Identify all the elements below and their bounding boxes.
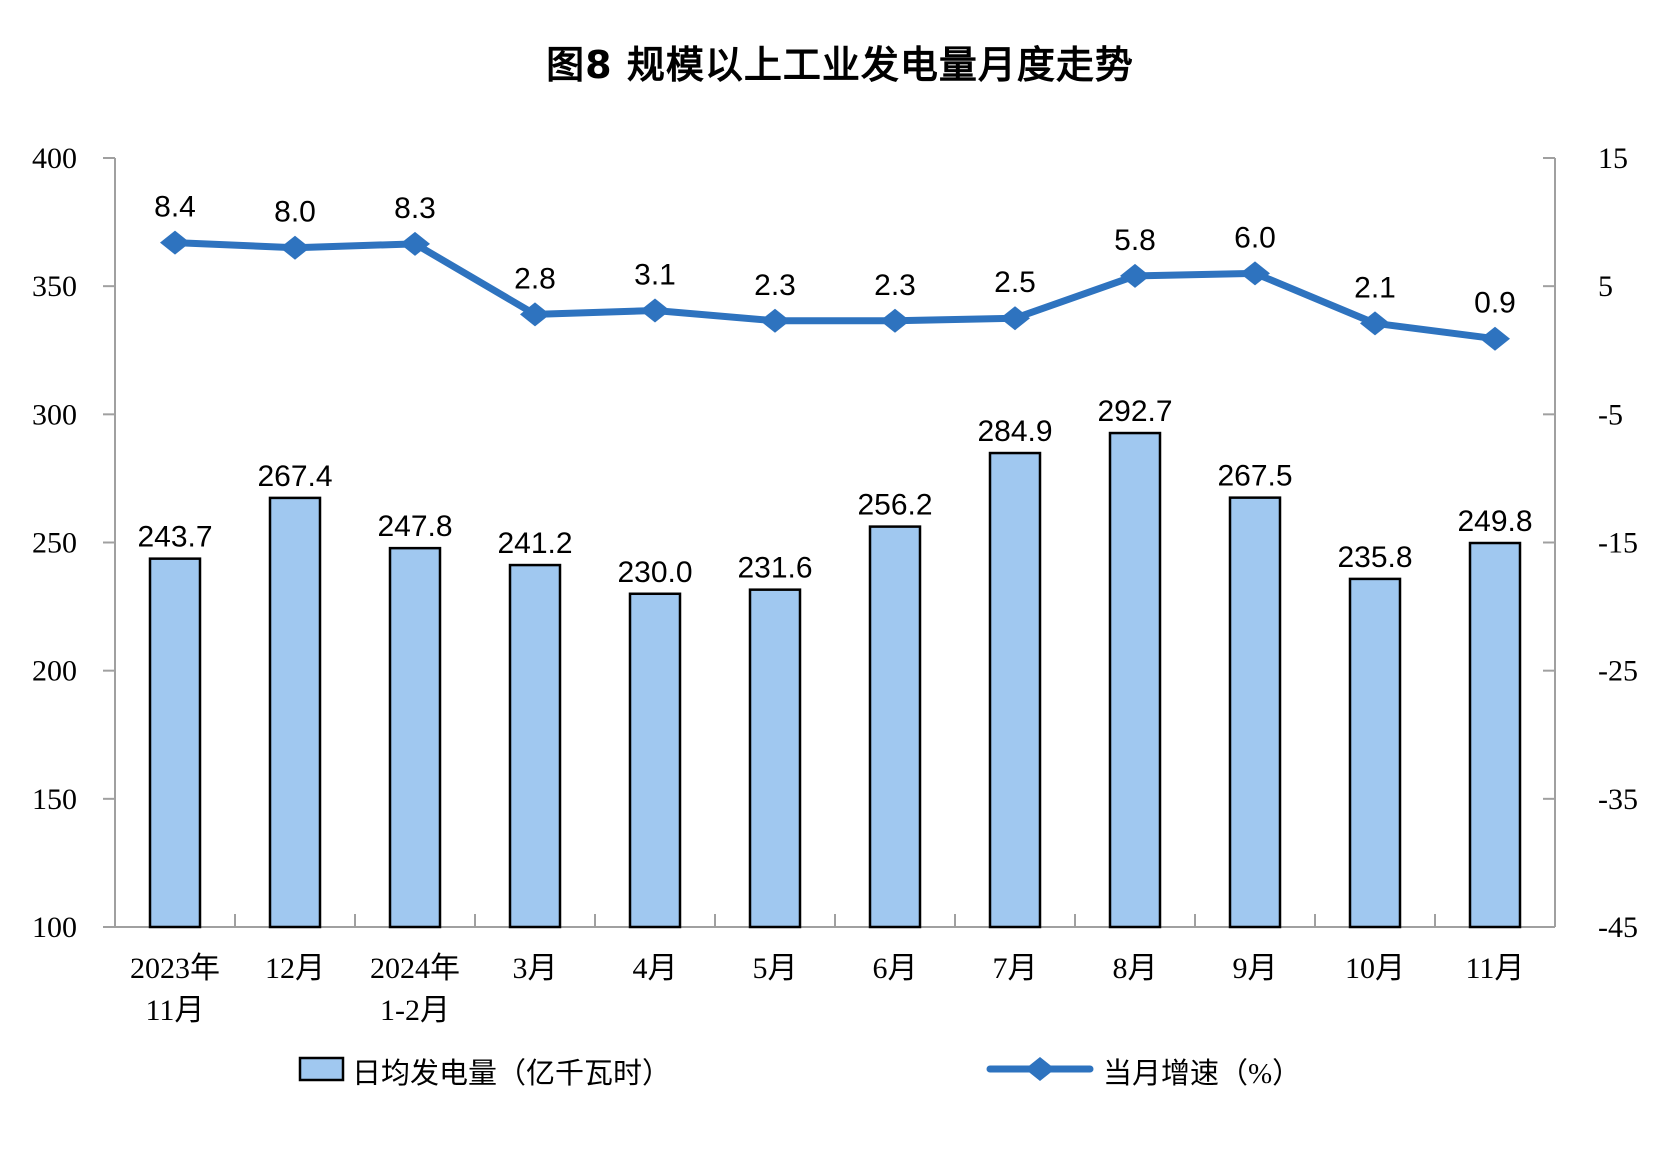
bar: [508, 563, 562, 929]
x-category-label: 7月: [993, 952, 1038, 985]
bar-value-label: 267.5: [1217, 460, 1292, 493]
x-category-label: 6月: [873, 952, 918, 985]
line-marker-diamond-icon: [1240, 261, 1270, 286]
bar: [868, 525, 922, 929]
x-category-label: 11月: [1466, 952, 1525, 985]
line-value-label: 0.9: [1474, 287, 1516, 320]
right-axis-tick-label: -25: [1598, 655, 1638, 688]
line-marker-diamond-icon: [280, 235, 310, 260]
x-category-label: 2023年: [130, 952, 220, 985]
line-value-label: 2.5: [994, 266, 1036, 299]
line-marker-diamond-icon: [160, 230, 190, 255]
bar-value-label: 292.7: [1097, 395, 1172, 428]
legend-line-diamond-icon: [1025, 1057, 1055, 1081]
x-category-label: 12月: [265, 952, 325, 985]
left-axis-tick-label: 350: [32, 270, 77, 303]
x-category-label: 11月: [146, 994, 205, 1027]
legend-line-label: 当月增速（%）: [1103, 1057, 1301, 1090]
bar: [268, 496, 322, 929]
bar: [1468, 541, 1522, 929]
bar-value-label: 249.8: [1457, 505, 1532, 538]
right-axis-tick-label: -5: [1598, 398, 1623, 431]
bar: [388, 546, 442, 929]
line-marker-diamond-icon: [1480, 326, 1510, 351]
bar: [1348, 577, 1402, 929]
bar-value-label: 284.9: [977, 415, 1052, 448]
bar: [1108, 431, 1162, 929]
left-axis-tick-label: 250: [32, 527, 77, 560]
line-marker-diamond-icon: [400, 231, 430, 256]
bar-value-label: 256.2: [857, 489, 932, 522]
x-category-label: 3月: [513, 952, 558, 985]
bar: [988, 451, 1042, 929]
line-value-label: 6.0: [1234, 221, 1276, 254]
line-marker-diamond-icon: [880, 308, 910, 333]
bar-value-label: 243.7: [137, 521, 212, 554]
line-marker-diamond-icon: [1120, 263, 1150, 288]
line-value-label: 2.3: [874, 269, 916, 302]
x-category-label: 1-2月: [380, 994, 450, 1027]
line-marker-diamond-icon: [1000, 306, 1030, 331]
left-axis-tick-label: 100: [32, 911, 77, 944]
line-value-label: 2.8: [514, 262, 556, 295]
bar-value-label: 231.6: [737, 552, 812, 585]
line-value-label: 3.1: [634, 259, 676, 292]
bar: [748, 588, 802, 929]
line-value-label: 8.0: [274, 196, 316, 229]
line-marker-diamond-icon: [760, 308, 790, 333]
growth-line: [171, 239, 1499, 343]
x-category-label: 5月: [753, 952, 798, 985]
bar: [628, 592, 682, 929]
bar: [1228, 496, 1282, 929]
chart-title: 图8 规模以上工业发电量月度走势: [546, 43, 1134, 87]
line-value-label: 8.3: [394, 192, 436, 225]
right-axis-tick-label: 15: [1598, 142, 1628, 175]
legend-bar-swatch-icon: [298, 1056, 345, 1082]
x-category-label: 8月: [1113, 952, 1158, 985]
line-value-label: 8.4: [154, 191, 196, 224]
bar: [148, 557, 202, 929]
x-category-label: 9月: [1233, 952, 1278, 985]
x-category-label: 10月: [1345, 952, 1405, 985]
left-axis-tick-label: 300: [32, 398, 77, 431]
line-marker-diamond-icon: [1360, 311, 1390, 336]
bar-value-label: 235.8: [1337, 541, 1412, 574]
line-marker-diamond-icon: [640, 298, 670, 323]
left-axis-tick-label: 400: [32, 142, 77, 175]
right-axis-tick-label: -45: [1598, 911, 1638, 944]
line-value-label: 2.3: [754, 269, 796, 302]
legend-bar-label: 日均发电量（亿千瓦时）: [352, 1057, 671, 1090]
left-axis-tick-label: 150: [32, 783, 77, 816]
bar-value-label: 230.0: [617, 556, 692, 589]
bar-value-label: 241.2: [497, 527, 572, 560]
bar-value-label: 247.8: [377, 510, 452, 543]
x-category-label: 4月: [633, 952, 678, 985]
left-axis-tick-label: 200: [32, 655, 77, 688]
x-category-label: 2024年: [370, 952, 460, 985]
line-value-label: 2.1: [1354, 271, 1396, 304]
line-marker-diamond-icon: [520, 302, 550, 327]
right-axis-tick-label: 5: [1598, 270, 1613, 303]
right-axis-tick-label: -15: [1598, 527, 1638, 560]
right-axis-tick-label: -35: [1598, 783, 1638, 816]
bar-value-label: 267.4: [257, 460, 332, 493]
line-value-label: 5.8: [1114, 224, 1156, 257]
